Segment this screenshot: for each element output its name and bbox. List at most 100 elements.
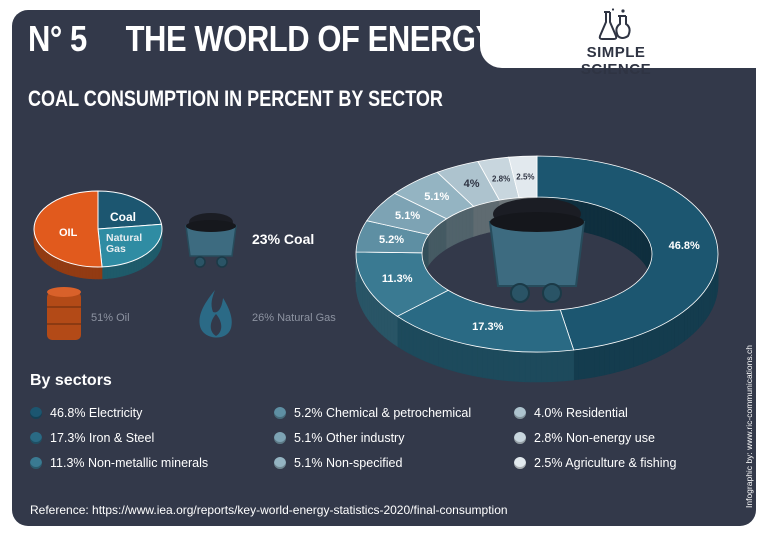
donut-outer-wall xyxy=(447,338,453,372)
donut-outer-wall xyxy=(588,346,595,379)
brand-name: SIMPLE SCIENCE xyxy=(580,44,652,78)
mix-slice-side xyxy=(110,265,114,279)
oil-barrel-icon xyxy=(47,287,81,340)
donut-outer-wall xyxy=(442,337,448,370)
donut-outer-wall xyxy=(376,298,380,333)
donut-label: 46.8% xyxy=(668,240,700,253)
legend-swatch xyxy=(274,407,286,419)
donut-label: 5.2% xyxy=(378,233,405,246)
donut-outer-wall xyxy=(583,347,590,380)
donut-outer-wall xyxy=(546,351,553,383)
donut-outer-wall xyxy=(530,351,537,383)
donut-inner-wall xyxy=(638,226,641,260)
donut-outer-wall xyxy=(381,303,385,338)
donut-outer-wall xyxy=(687,305,691,340)
mix-slice-side xyxy=(82,265,87,279)
donut-inner-wall xyxy=(593,204,599,237)
donut-outer-wall xyxy=(503,349,510,382)
donut-outer-wall xyxy=(593,345,600,378)
donut-outer-wall xyxy=(477,346,483,378)
donut-outer-wall xyxy=(524,351,531,383)
mix-slice-side xyxy=(57,257,61,273)
donut-inner-wall xyxy=(438,221,442,255)
credit-text: Infographic by: www.ric-communications.c… xyxy=(744,345,754,508)
donut-outer-wall xyxy=(519,351,526,383)
donut-outer-wall xyxy=(384,306,388,340)
donut-inner-wall xyxy=(485,201,491,234)
donut-outer-wall xyxy=(424,330,430,364)
donut-outer-wall xyxy=(373,295,377,330)
donut-inner-wall xyxy=(469,206,474,239)
legend-label: 2.5% Agriculture & fishing xyxy=(534,456,677,470)
mix-slice-side xyxy=(107,265,111,279)
mix-slice-side xyxy=(143,253,147,269)
legend-swatch xyxy=(274,457,286,469)
donut-outer-wall xyxy=(420,328,426,362)
donut-outer-wall xyxy=(698,294,702,330)
donut-inner-wall xyxy=(609,209,614,242)
donut-label: 4% xyxy=(463,178,480,191)
mix-slice-side xyxy=(67,262,72,276)
donut-slice-agriculture-fishing xyxy=(508,155,538,199)
legend-label: 2.8% Non-energy use xyxy=(534,431,655,445)
donut-outer-wall xyxy=(497,349,504,381)
mix-slice-side xyxy=(85,266,90,279)
mix-slice-side xyxy=(122,262,126,277)
energy-mix-pie xyxy=(33,190,163,280)
donut-outer-wall xyxy=(650,327,656,361)
legend-item: 5.1% Other industry xyxy=(274,431,404,445)
legend-label: 46.8% Electricity xyxy=(50,406,143,420)
donut-inner-wall xyxy=(612,210,617,244)
donut-outer-wall xyxy=(618,339,625,372)
donut-outer-wall xyxy=(390,311,395,345)
donut-outer-wall xyxy=(573,349,579,381)
mix-slice-side xyxy=(116,264,121,278)
mix-slice-side xyxy=(125,262,129,276)
legend-item: 17.3% Iron & Steel xyxy=(30,431,154,445)
donut-outer-wall xyxy=(404,320,410,354)
donut-outer-wall xyxy=(397,316,402,350)
chart-subtitle: COAL CONSUMPTION IN PERCENT BY SECTOR xyxy=(28,86,443,111)
donut-outer-wall xyxy=(471,345,478,377)
brand-logo[interactable]: SIMPLE SCIENCE xyxy=(556,8,676,78)
donut-outer-wall xyxy=(674,315,679,349)
donut-outer-wall xyxy=(541,351,548,383)
donut-outer-wall xyxy=(604,343,610,376)
donut-inner-wall xyxy=(455,211,460,245)
mix-slice-oil xyxy=(33,190,103,268)
mix-slice-side xyxy=(119,263,124,278)
legend-label: 17.3% Iron & Steel xyxy=(50,431,155,445)
donut-outer-wall xyxy=(690,302,694,337)
donut-inner-wall xyxy=(605,207,610,241)
donut-outer-wall xyxy=(492,348,499,381)
page-title: N° 5 THE WORLD OF ENERGY xyxy=(28,18,496,60)
donut-inner-wall xyxy=(615,212,620,245)
donut-outer-wall xyxy=(369,290,372,325)
donut-outer-wall xyxy=(633,334,639,368)
legend-item: 2.5% Agriculture & fishing xyxy=(514,456,676,470)
reference-link[interactable]: Reference: https://www.iea.org/reports/k… xyxy=(30,503,508,517)
legend-label: 11.3% Non-metallic minerals xyxy=(50,456,209,470)
donut-label: 17.3% xyxy=(472,321,504,334)
donut-outer-wall xyxy=(487,347,494,380)
donut-inner-wall xyxy=(585,202,591,234)
donut-inner-wall xyxy=(446,216,450,250)
donut-outer-wall xyxy=(535,351,542,383)
donut-inner-wall xyxy=(630,220,635,254)
donut-inner-wall xyxy=(477,203,482,236)
donut-inner-wall xyxy=(633,222,637,256)
legend-item: 46.8% Electricity xyxy=(30,406,142,420)
donut-outer-wall xyxy=(438,335,444,369)
pie-label-gas: Natural Gas xyxy=(106,232,143,255)
donut-outer-wall xyxy=(609,342,615,375)
donut-outer-wall xyxy=(642,331,648,365)
mix-slice-side xyxy=(62,260,66,275)
donut-inner-wall xyxy=(481,202,486,235)
donut-inner-wall xyxy=(597,205,603,238)
donut-outer-wall xyxy=(658,323,664,357)
donut-outer-wall xyxy=(513,350,520,382)
pie-label-oil: OIL xyxy=(59,227,78,239)
mix-slice-coal xyxy=(97,190,163,230)
mix-slice-side xyxy=(54,256,58,271)
donut-outer-wall xyxy=(662,321,668,355)
